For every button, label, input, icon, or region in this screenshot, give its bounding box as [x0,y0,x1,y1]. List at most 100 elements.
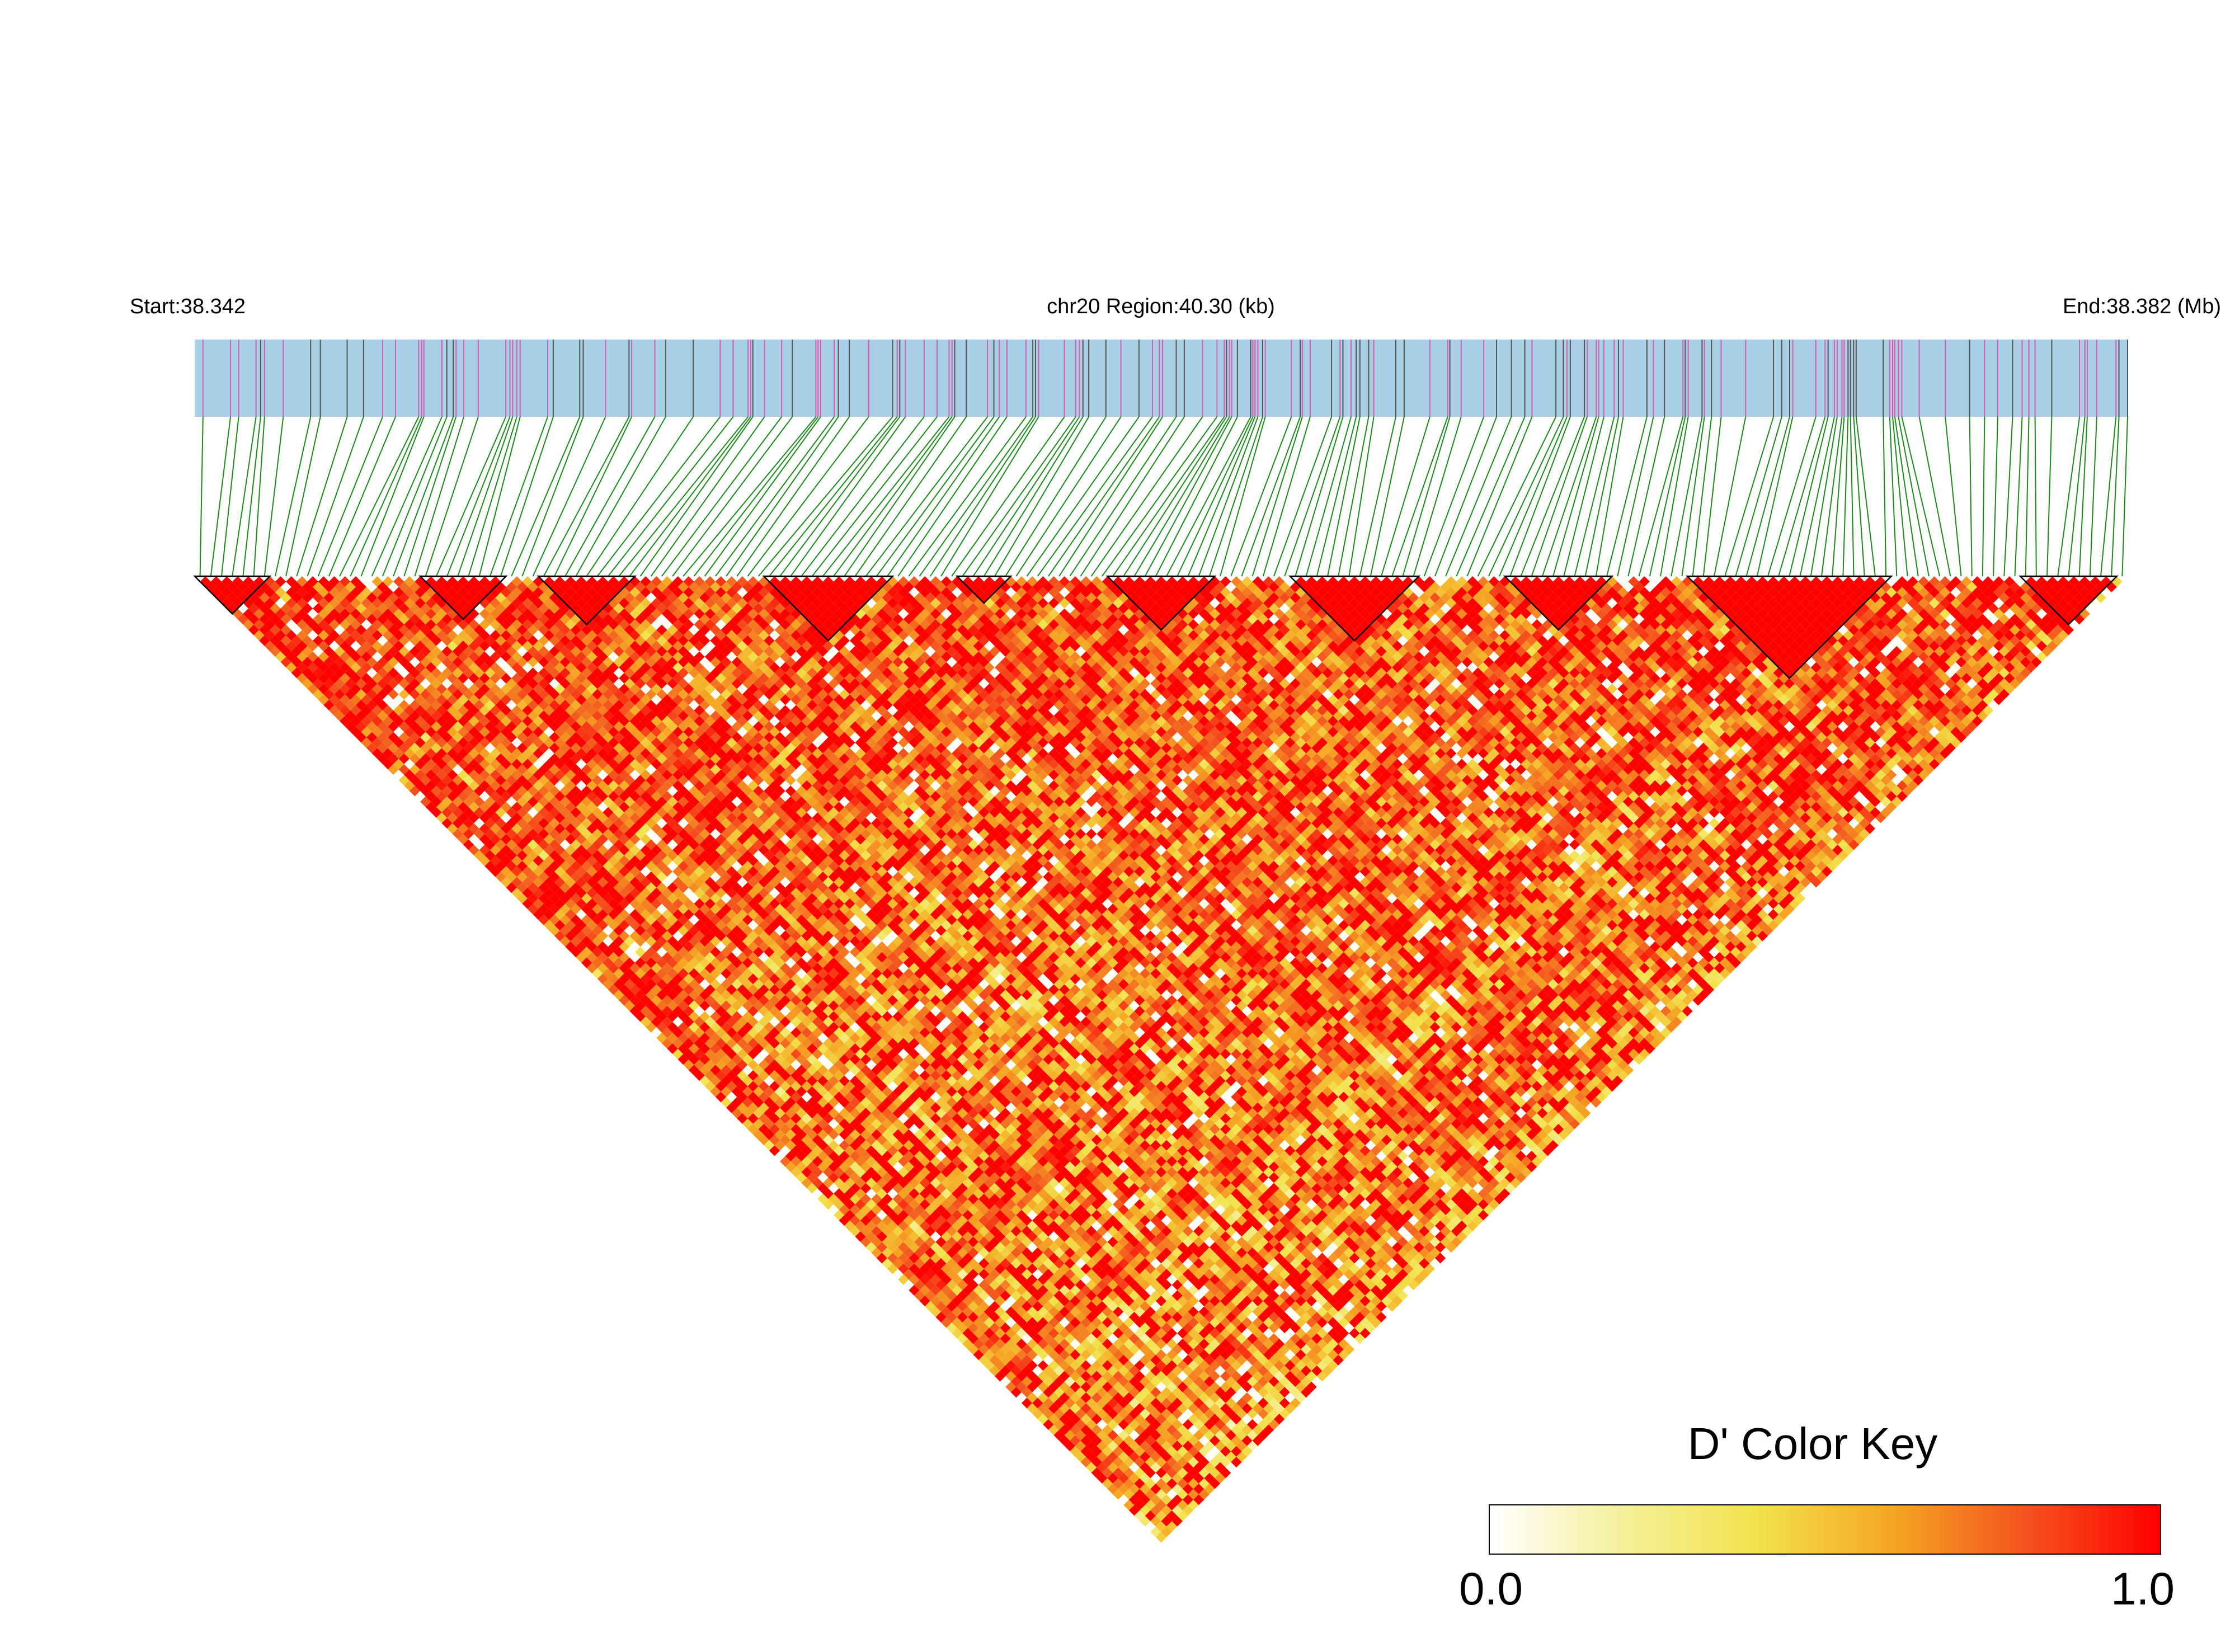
ld-cell [554,769,566,780]
ld-cell [345,603,356,614]
ld-cell [613,978,624,990]
ld-cell [1188,1478,1199,1489]
ld-cell [506,775,517,786]
ld-cell [1123,1392,1135,1403]
ld-cell [844,1156,855,1167]
ld-cell [398,775,410,786]
ld-cell [903,1193,915,1204]
snp-connector [403,416,457,577]
ld-cell [1086,1429,1097,1441]
ld-cell [1075,1301,1086,1312]
ld-cell [302,667,313,679]
ld-cell [796,1086,807,1097]
ld-cell [474,742,485,754]
ld-cell [640,898,651,910]
ld-cell [506,732,517,743]
ld-cell [796,1150,807,1162]
ld-cell [952,1328,963,1339]
ld-cell [952,1209,963,1221]
ld-cell [1027,1338,1038,1349]
ld-cell [538,785,549,797]
ld-cell [318,641,329,652]
ld-cell [807,1022,818,1033]
ld-cell [1140,1376,1151,1387]
ld-cell [382,759,394,770]
ld-cell [581,925,592,936]
ld-cell [758,963,769,974]
ld-cell [388,732,399,743]
ld-cell [592,817,603,829]
ld-cell [871,1236,882,1248]
ld-cell [968,1290,979,1301]
ld-cell [1166,1456,1178,1468]
ld-cell [930,1231,942,1242]
ld-cell [968,1161,979,1173]
ld-cell [1064,1258,1075,1269]
ld-cell [688,947,700,958]
ld-cell [919,1284,930,1296]
ld-cell [699,978,711,990]
ld-cell [592,839,603,850]
ld-cell [1123,1424,1135,1436]
ld-cell [1086,1344,1097,1355]
ld-cell [892,1215,904,1226]
ld-cell [699,1043,711,1055]
ld-cell [431,656,442,668]
ld-cell [807,1108,818,1119]
ld-cell [398,699,410,710]
ld-cell [651,930,662,942]
ld-cell [1086,1441,1097,1452]
ld-cell [1086,1269,1097,1280]
snp-connector [822,416,950,577]
ld-cell [903,1096,915,1108]
ld-cell [533,726,544,737]
snp-connector [1627,416,1665,577]
ld-cell [565,887,576,898]
ld-cell [919,1242,930,1253]
ld-cell [661,952,673,963]
ld-cell [1048,1317,1060,1328]
ld-cell [661,941,673,952]
ld-cell [431,646,442,657]
ld-cell [603,978,614,990]
ld-cell [474,699,485,710]
ld-cell [366,667,378,679]
ld-cell [941,1188,952,1199]
ld-cell [393,651,404,662]
ld-cell [834,1177,845,1189]
snp-connector [1745,416,1790,577]
ld-cell [1166,1510,1178,1522]
ld-cell [323,603,335,614]
ld-cell [280,592,291,603]
ld-cell [538,914,549,925]
ld-cell [533,866,544,877]
ld-cell [747,952,759,963]
ld-cell [930,1209,942,1221]
ld-cell [484,807,496,818]
ld-cell [565,930,576,942]
ld-cell [581,764,592,775]
ld-cell [436,619,448,630]
ld-cell [1166,1521,1178,1532]
ld-cell [855,1209,866,1221]
ld-cell [490,802,501,813]
ld-cell [371,597,383,609]
ld-cell [458,802,469,813]
ld-cell [441,817,453,829]
ld-cell [458,662,469,673]
ld-cell [952,1284,963,1296]
ld-cell [930,1156,942,1167]
snp-connector [1273,416,1333,577]
ld-cell [398,689,410,700]
ld-cell [952,1317,963,1328]
ld-cell [366,732,378,743]
ld-cell [484,764,496,775]
ld-cell [989,1247,1000,1258]
ld-cell [968,1333,979,1344]
ld-cell [1037,1360,1048,1371]
ld-cell [919,1263,930,1274]
ld-cell [699,989,711,1001]
ld-cell [758,1048,769,1060]
ld-cell [543,844,555,856]
